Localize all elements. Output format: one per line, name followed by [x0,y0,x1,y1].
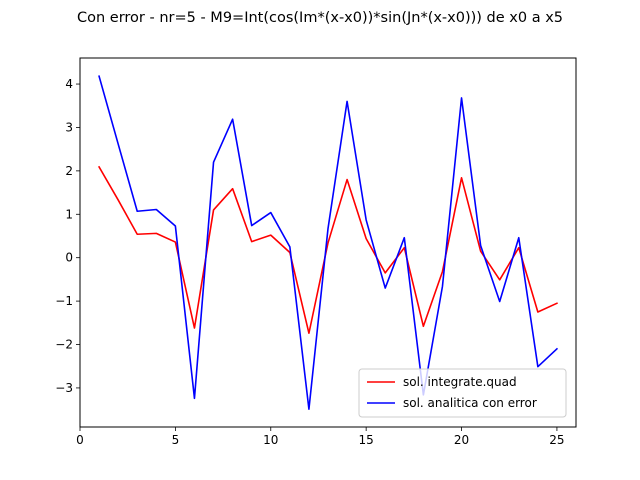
legend-box [358,368,567,418]
y-tick-label: 0 [65,251,73,265]
series-line-2 [98,75,559,411]
chart-title: Con error - nr=5 - M9=Int(cos(Im*(x-x0))… [77,10,563,26]
x-tick-label: 20 [454,433,469,447]
series-line-1 [97,165,558,335]
plot-area [97,75,559,411]
x-tick-label: 10 [263,433,278,447]
legend-label-1: sol. integrate.quad [403,375,517,389]
legend: sol. integrate.quad sol. analitica con er… [358,368,567,418]
y-tick-label: −2 [55,338,73,352]
x-tick-label: 15 [359,433,374,447]
y-tick-label: 4 [65,77,73,91]
y-tick-label: −1 [55,294,73,308]
x-tick-label: 25 [549,433,564,447]
y-tick-label: 1 [65,207,73,221]
x-tick-label: 0 [76,433,84,447]
axes: 0 5 10 15 20 25 −3 −2 −1 0 1 2 3 4 [55,57,577,447]
y-tick-label: 2 [65,164,73,178]
axes-frame [79,57,577,428]
y-tick-label: −3 [55,381,73,395]
y-tick-label: 3 [65,120,73,134]
x-tick-label: 5 [172,433,180,447]
legend-label-2: sol. analitica con error [403,396,537,410]
